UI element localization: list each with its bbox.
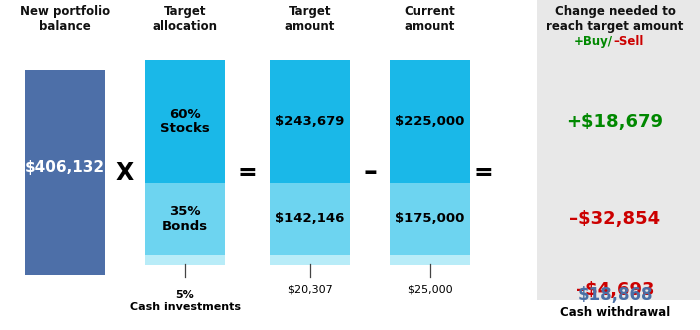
Text: 5%
Cash investments: 5% Cash investments	[130, 290, 241, 312]
Text: =: =	[237, 160, 258, 184]
Text: $175,000: $175,000	[395, 213, 465, 225]
Text: Current
amount: Current amount	[405, 5, 456, 33]
Bar	[270, 255, 350, 265]
Text: $142,146: $142,146	[275, 213, 344, 225]
Bar	[145, 60, 225, 183]
Text: –: –	[363, 158, 377, 186]
Text: –$4,693: –$4,693	[575, 281, 654, 299]
Bar	[145, 183, 225, 255]
Text: +$18,679: +$18,679	[566, 113, 664, 130]
Bar	[390, 183, 470, 255]
Text: Target
allocation: Target allocation	[153, 5, 218, 33]
Text: 35%
Bonds: 35% Bonds	[162, 205, 208, 233]
Text: Change needed to
reach target amount: Change needed to reach target amount	[546, 5, 684, 33]
Bar	[270, 183, 350, 255]
Text: Cash withdrawal: Cash withdrawal	[560, 306, 670, 318]
Text: $25,000: $25,000	[407, 285, 453, 295]
Text: –Sell: –Sell	[613, 35, 643, 48]
Text: $18,868: $18,868	[578, 286, 652, 304]
Text: Target
amount: Target amount	[285, 5, 335, 33]
Text: X: X	[116, 160, 134, 184]
Text: –$32,854: –$32,854	[569, 210, 661, 228]
Text: =: =	[474, 160, 494, 184]
Bar	[25, 70, 105, 275]
Text: $243,679: $243,679	[275, 115, 344, 128]
Text: $225,000: $225,000	[395, 115, 465, 128]
Text: +Buy/: +Buy/	[574, 35, 613, 48]
Text: $20,307: $20,307	[287, 285, 333, 295]
Text: 60%
Stocks: 60% Stocks	[160, 108, 210, 136]
Bar	[390, 255, 470, 265]
Bar	[145, 255, 225, 265]
Bar	[390, 60, 470, 183]
Text: New portfolio
balance: New portfolio balance	[20, 5, 110, 33]
Bar	[537, 0, 700, 300]
Text: $406,132: $406,132	[25, 160, 105, 175]
Bar	[270, 60, 350, 183]
